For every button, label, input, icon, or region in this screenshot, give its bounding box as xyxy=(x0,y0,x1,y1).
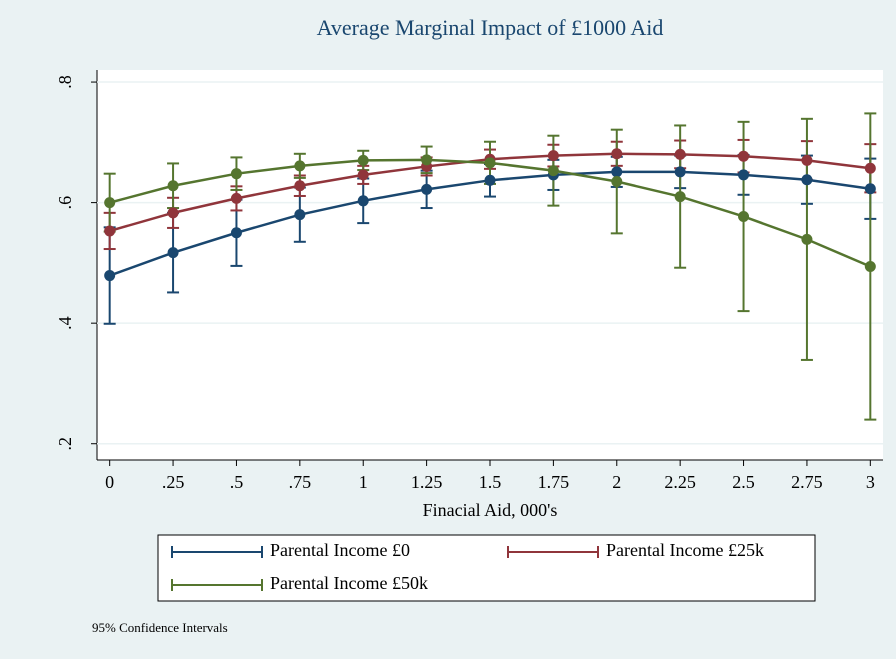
point xyxy=(864,183,876,195)
legend-label: Parental Income £50k xyxy=(270,573,428,593)
point xyxy=(357,195,369,207)
note: 95% Confidence Intervals xyxy=(92,620,228,635)
x-tick-label: 3 xyxy=(866,472,875,492)
point xyxy=(547,165,559,177)
point xyxy=(357,154,369,166)
point xyxy=(167,247,179,259)
legend xyxy=(157,534,816,602)
point xyxy=(230,192,242,204)
point xyxy=(484,157,496,169)
y-tick-label: .8 xyxy=(55,75,75,89)
point xyxy=(357,169,369,181)
point xyxy=(230,227,242,239)
x-tick-label: 1.75 xyxy=(538,472,570,492)
point xyxy=(294,180,306,192)
point xyxy=(864,162,876,174)
point xyxy=(738,169,750,181)
point xyxy=(294,160,306,172)
point xyxy=(104,197,116,209)
point xyxy=(230,168,242,180)
legend-label: Parental Income £25k xyxy=(606,540,764,560)
point xyxy=(738,150,750,162)
point xyxy=(104,270,116,282)
point xyxy=(421,183,433,195)
y-tick-label: .4 xyxy=(55,316,75,330)
point xyxy=(421,154,433,166)
x-tick-label: 1.5 xyxy=(479,472,502,492)
x-tick-label: 2 xyxy=(612,472,621,492)
plot-area xyxy=(97,70,883,460)
x-tick-label: .5 xyxy=(230,472,244,492)
point xyxy=(801,233,813,245)
x-tick-label: 2.25 xyxy=(664,472,696,492)
point xyxy=(801,174,813,186)
point xyxy=(104,225,116,237)
y-tick-label: .6 xyxy=(55,196,75,210)
point xyxy=(674,166,686,178)
point xyxy=(167,207,179,219)
chart-title: Average Marginal Impact of £1000 Aid xyxy=(317,15,664,40)
x-tick-label: 2.75 xyxy=(791,472,823,492)
point xyxy=(167,180,179,192)
x-tick-label: 0 xyxy=(105,472,114,492)
point xyxy=(674,148,686,160)
point xyxy=(611,148,623,160)
point xyxy=(674,191,686,203)
point xyxy=(738,210,750,222)
point xyxy=(484,174,496,186)
x-tick-label: .75 xyxy=(289,472,312,492)
legend-label: Parental Income £0 xyxy=(270,540,410,560)
x-tick-label: .25 xyxy=(162,472,185,492)
x-tick-label: 1.25 xyxy=(411,472,443,492)
point xyxy=(547,150,559,162)
point xyxy=(294,209,306,221)
point xyxy=(864,261,876,273)
x-tick-label: 2.5 xyxy=(732,472,755,492)
point xyxy=(801,154,813,166)
x-tick-label: 1 xyxy=(359,472,368,492)
y-tick-label: .2 xyxy=(55,437,75,451)
point xyxy=(611,166,623,178)
point xyxy=(611,176,623,188)
x-axis-label: Finacial Aid, 000's xyxy=(423,500,558,520)
